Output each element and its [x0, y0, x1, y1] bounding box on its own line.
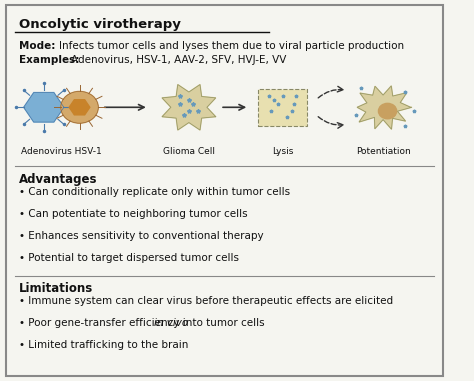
Text: in vivo: in vivo — [154, 318, 188, 328]
Circle shape — [61, 91, 98, 123]
Text: • Enhances sensitivity to conventional therapy: • Enhances sensitivity to conventional t… — [19, 231, 264, 240]
FancyBboxPatch shape — [258, 89, 307, 126]
FancyBboxPatch shape — [6, 5, 443, 376]
Text: Adenovirus HSV-1: Adenovirus HSV-1 — [21, 147, 102, 156]
Text: Oncolytic virotherapy: Oncolytic virotherapy — [19, 18, 181, 31]
Circle shape — [378, 103, 397, 119]
Text: • Can conditionally replicate only within tumor cells: • Can conditionally replicate only withi… — [19, 187, 291, 197]
Text: Limitations: Limitations — [19, 282, 93, 295]
Text: • Limited trafficking to the brain: • Limited trafficking to the brain — [19, 339, 189, 349]
Text: • Immune system can clear virus before therapeutic effects are elicited: • Immune system can clear virus before t… — [19, 296, 393, 306]
Text: Potentiation: Potentiation — [356, 147, 410, 156]
Polygon shape — [357, 86, 412, 129]
Text: Lysis: Lysis — [272, 147, 293, 156]
Text: • Potential to target dispersed tumor cells: • Potential to target dispersed tumor ce… — [19, 253, 239, 263]
Text: Glioma Cell: Glioma Cell — [163, 147, 215, 156]
Polygon shape — [24, 93, 64, 122]
Text: • Can potentiate to neighboring tumor cells: • Can potentiate to neighboring tumor ce… — [19, 209, 248, 219]
Text: Advantages: Advantages — [19, 173, 98, 186]
Text: Adenovirus, HSV-1, AAV-2, SFV, HVJ-E, VV: Adenovirus, HSV-1, AAV-2, SFV, HVJ-E, VV — [71, 55, 286, 65]
Text: Examples:: Examples: — [19, 55, 80, 65]
Text: • Poor gene-transfer efficiency into tumor cells: • Poor gene-transfer efficiency into tum… — [19, 318, 268, 328]
Polygon shape — [69, 100, 90, 115]
Polygon shape — [162, 85, 216, 130]
Text: Mode:: Mode: — [19, 41, 55, 51]
Text: Infects tumor cells and lyses them due to viral particle production: Infects tumor cells and lyses them due t… — [58, 41, 404, 51]
